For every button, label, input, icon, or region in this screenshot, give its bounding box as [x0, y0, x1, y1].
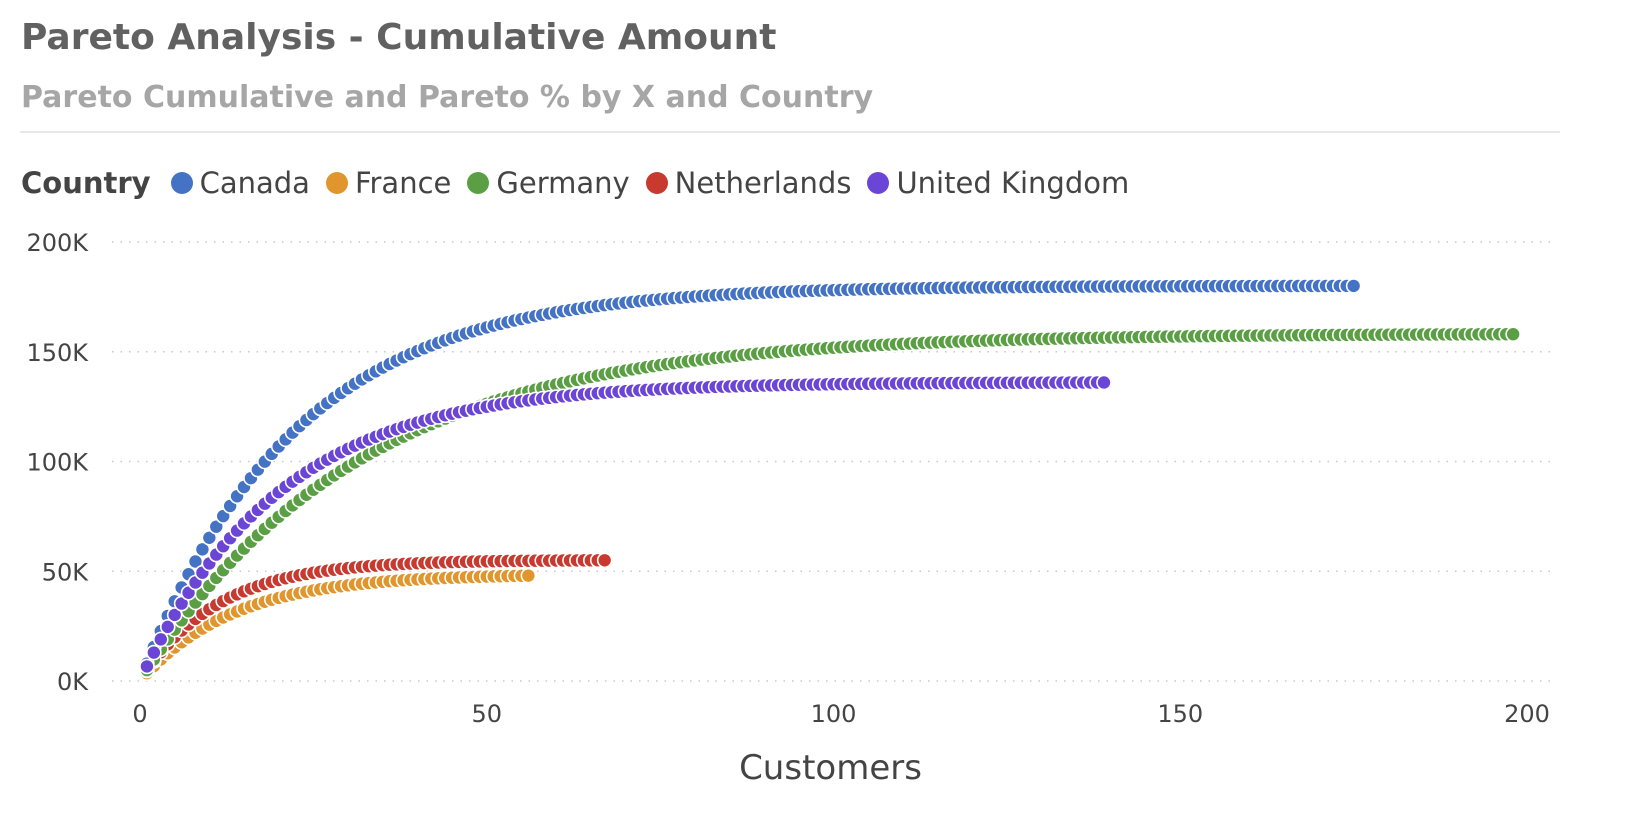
y-tick-label: 150K: [26, 339, 89, 367]
legend-title: Country: [21, 166, 151, 200]
y-tick-label: 200K: [26, 229, 89, 257]
legend: Country Canada France Germany Netherland…: [21, 166, 1145, 200]
chart-subtitle: Pareto Cumulative and Pareto % by X and …: [21, 80, 874, 115]
legend-label: France: [354, 166, 452, 200]
legend-item-france[interactable]: France: [325, 166, 452, 200]
x-tick-label: 0: [132, 700, 147, 728]
data-point[interactable]: [139, 658, 155, 675]
x-tick-label: 100: [811, 700, 857, 728]
y-tick-label: 0K: [57, 668, 89, 696]
x-tick-label: 200: [1504, 700, 1550, 728]
legend-dot-icon: [467, 172, 490, 194]
y-tick-label: 50K: [42, 558, 90, 586]
series-united-kingdom: [139, 374, 1112, 675]
series-netherlands: [139, 552, 613, 679]
legend-item-germany[interactable]: Germany: [467, 166, 630, 200]
x-tick-label: 50: [471, 700, 502, 728]
legend-item-canada[interactable]: Canada: [170, 166, 310, 200]
series-germany: [139, 326, 1521, 678]
data-point[interactable]: [159, 619, 176, 635]
series-canada: [139, 278, 1362, 672]
data-point[interactable]: [166, 607, 183, 623]
legend-dot-icon: [170, 172, 193, 194]
data-point[interactable]: [153, 631, 169, 648]
legend-label: Canada: [199, 166, 310, 200]
series-france: [139, 567, 537, 682]
data-point[interactable]: [1345, 278, 1362, 294]
data-point[interactable]: [208, 518, 225, 535]
header-divider: [20, 131, 1560, 133]
legend-label: Germany: [496, 166, 630, 200]
x-tick-label: 150: [1157, 700, 1203, 728]
legend-item-united-kingdom[interactable]: United Kingdom: [867, 166, 1129, 200]
data-point[interactable]: [1505, 326, 1521, 342]
data-point[interactable]: [173, 595, 190, 612]
data-point[interactable]: [194, 541, 211, 558]
legend-dot-icon: [645, 172, 668, 194]
legend-dot-icon: [325, 172, 348, 194]
data-point[interactable]: [520, 567, 537, 584]
data-point[interactable]: [1096, 374, 1112, 391]
legend-label: United Kingdom: [896, 166, 1130, 200]
y-tick-label: 100K: [26, 449, 89, 477]
legend-item-netherlands[interactable]: Netherlands: [645, 166, 852, 200]
data-point[interactable]: [596, 552, 613, 569]
data-point[interactable]: [146, 644, 162, 661]
x-axis-title: Customers: [739, 748, 922, 788]
data-point[interactable]: [201, 529, 218, 546]
legend-label: Netherlands: [674, 166, 852, 200]
legend-dot-icon: [867, 172, 890, 194]
chart-title: Pareto Analysis - Cumulative Amount: [21, 17, 777, 58]
